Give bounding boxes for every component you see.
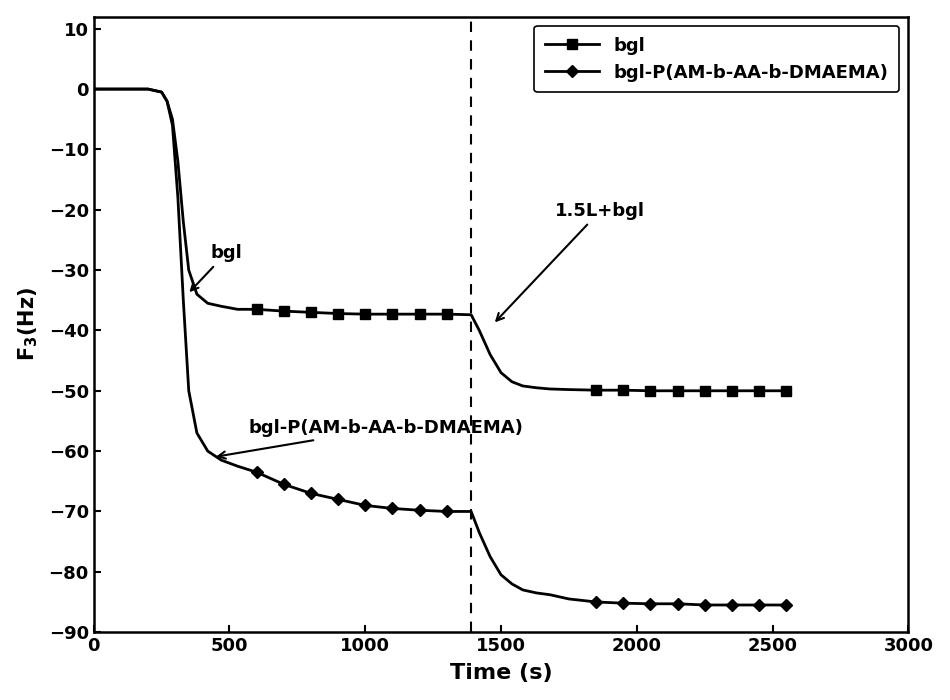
Legend: bgl, bgl-P(AM-b-AA-b-DMAEMA): bgl, bgl-P(AM-b-AA-b-DMAEMA) (534, 26, 900, 92)
Text: 1.5L+bgl: 1.5L+bgl (497, 202, 645, 321)
Y-axis label: $\mathregular{F_3}$(Hz): $\mathregular{F_3}$(Hz) (17, 287, 40, 361)
X-axis label: Time (s): Time (s) (449, 664, 552, 683)
Text: bgl: bgl (191, 244, 242, 290)
Text: bgl-P(AM-b-AA-b-DMAEMA): bgl-P(AM-b-AA-b-DMAEMA) (218, 419, 523, 459)
